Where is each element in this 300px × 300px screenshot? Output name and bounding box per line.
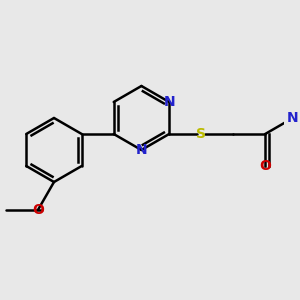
Text: O: O: [259, 159, 271, 173]
Text: N: N: [287, 111, 299, 125]
Text: N: N: [136, 143, 147, 157]
Text: O: O: [32, 203, 44, 217]
Text: S: S: [196, 127, 206, 141]
Text: N: N: [163, 95, 175, 109]
